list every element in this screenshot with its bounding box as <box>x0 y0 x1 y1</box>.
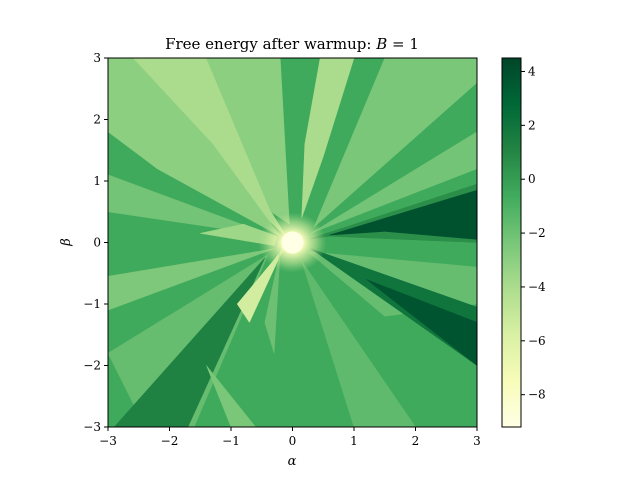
x-axis-label: α <box>288 454 297 469</box>
heatmap-regions <box>108 58 477 427</box>
x-tick-label: 0 <box>289 434 297 448</box>
y-tick-label: 2 <box>93 113 101 127</box>
heatmap-region <box>113 257 266 427</box>
chart-title-prefix: Free energy after warmup: <box>165 35 376 53</box>
heatmap-region <box>301 260 416 427</box>
colorbar-tick-label: −2 <box>528 226 546 240</box>
chart-title-suffix: = 1 <box>387 35 419 53</box>
colorbar-tick-label: 0 <box>528 172 536 186</box>
colorbar-tick-label: 4 <box>528 64 536 78</box>
colorbar <box>501 57 522 428</box>
x-tick-label: 2 <box>412 434 420 448</box>
chart-title: Free energy after warmup: B = 1 <box>165 35 419 53</box>
heatmap-region <box>301 58 355 218</box>
heatmap-region <box>310 248 477 366</box>
x-tick-label: −1 <box>222 434 240 448</box>
heatmap-region <box>366 279 477 366</box>
x-tick-label: 3 <box>473 434 481 448</box>
y-tick-label: 1 <box>93 174 101 188</box>
colorbar-tick-label: −4 <box>528 280 546 294</box>
heatmap-region <box>329 189 477 240</box>
colorbar-ticks: 4 2 0 −2 −4 −6 −8 <box>521 64 546 402</box>
x-tick-label: −2 <box>161 434 179 448</box>
heatmap-region <box>108 254 269 427</box>
colorbar-tick-label: −6 <box>528 334 546 348</box>
heatmap-region <box>313 58 477 228</box>
colorbar-tick-label: 2 <box>528 118 536 132</box>
heatmap-region <box>206 365 256 427</box>
heatmap-region <box>310 131 477 234</box>
y-tick-label: −3 <box>83 420 101 434</box>
heatmap-region <box>108 174 275 237</box>
hotspot-core <box>281 231 304 254</box>
chart-title-var: B <box>375 35 387 53</box>
x-axis-ticks: −3 −2 −1 0 1 2 3 <box>99 427 481 448</box>
x-tick-label: 1 <box>350 434 358 448</box>
colorbar-tick-label: −8 <box>528 388 546 402</box>
y-axis-ticks: −3 −2 −1 0 1 2 3 <box>83 51 108 434</box>
heatmap-hotspot <box>258 212 327 273</box>
y-tick-label: −2 <box>83 359 101 373</box>
heatmap-region <box>236 248 284 323</box>
y-tick-label: −1 <box>83 297 101 311</box>
y-axis-label: β <box>59 238 74 247</box>
y-tick-label: 0 <box>93 236 101 250</box>
y-tick-label: 3 <box>93 51 101 65</box>
heatmap-region <box>264 251 281 354</box>
heatmap-region <box>108 248 275 311</box>
x-tick-label: −3 <box>99 434 117 448</box>
